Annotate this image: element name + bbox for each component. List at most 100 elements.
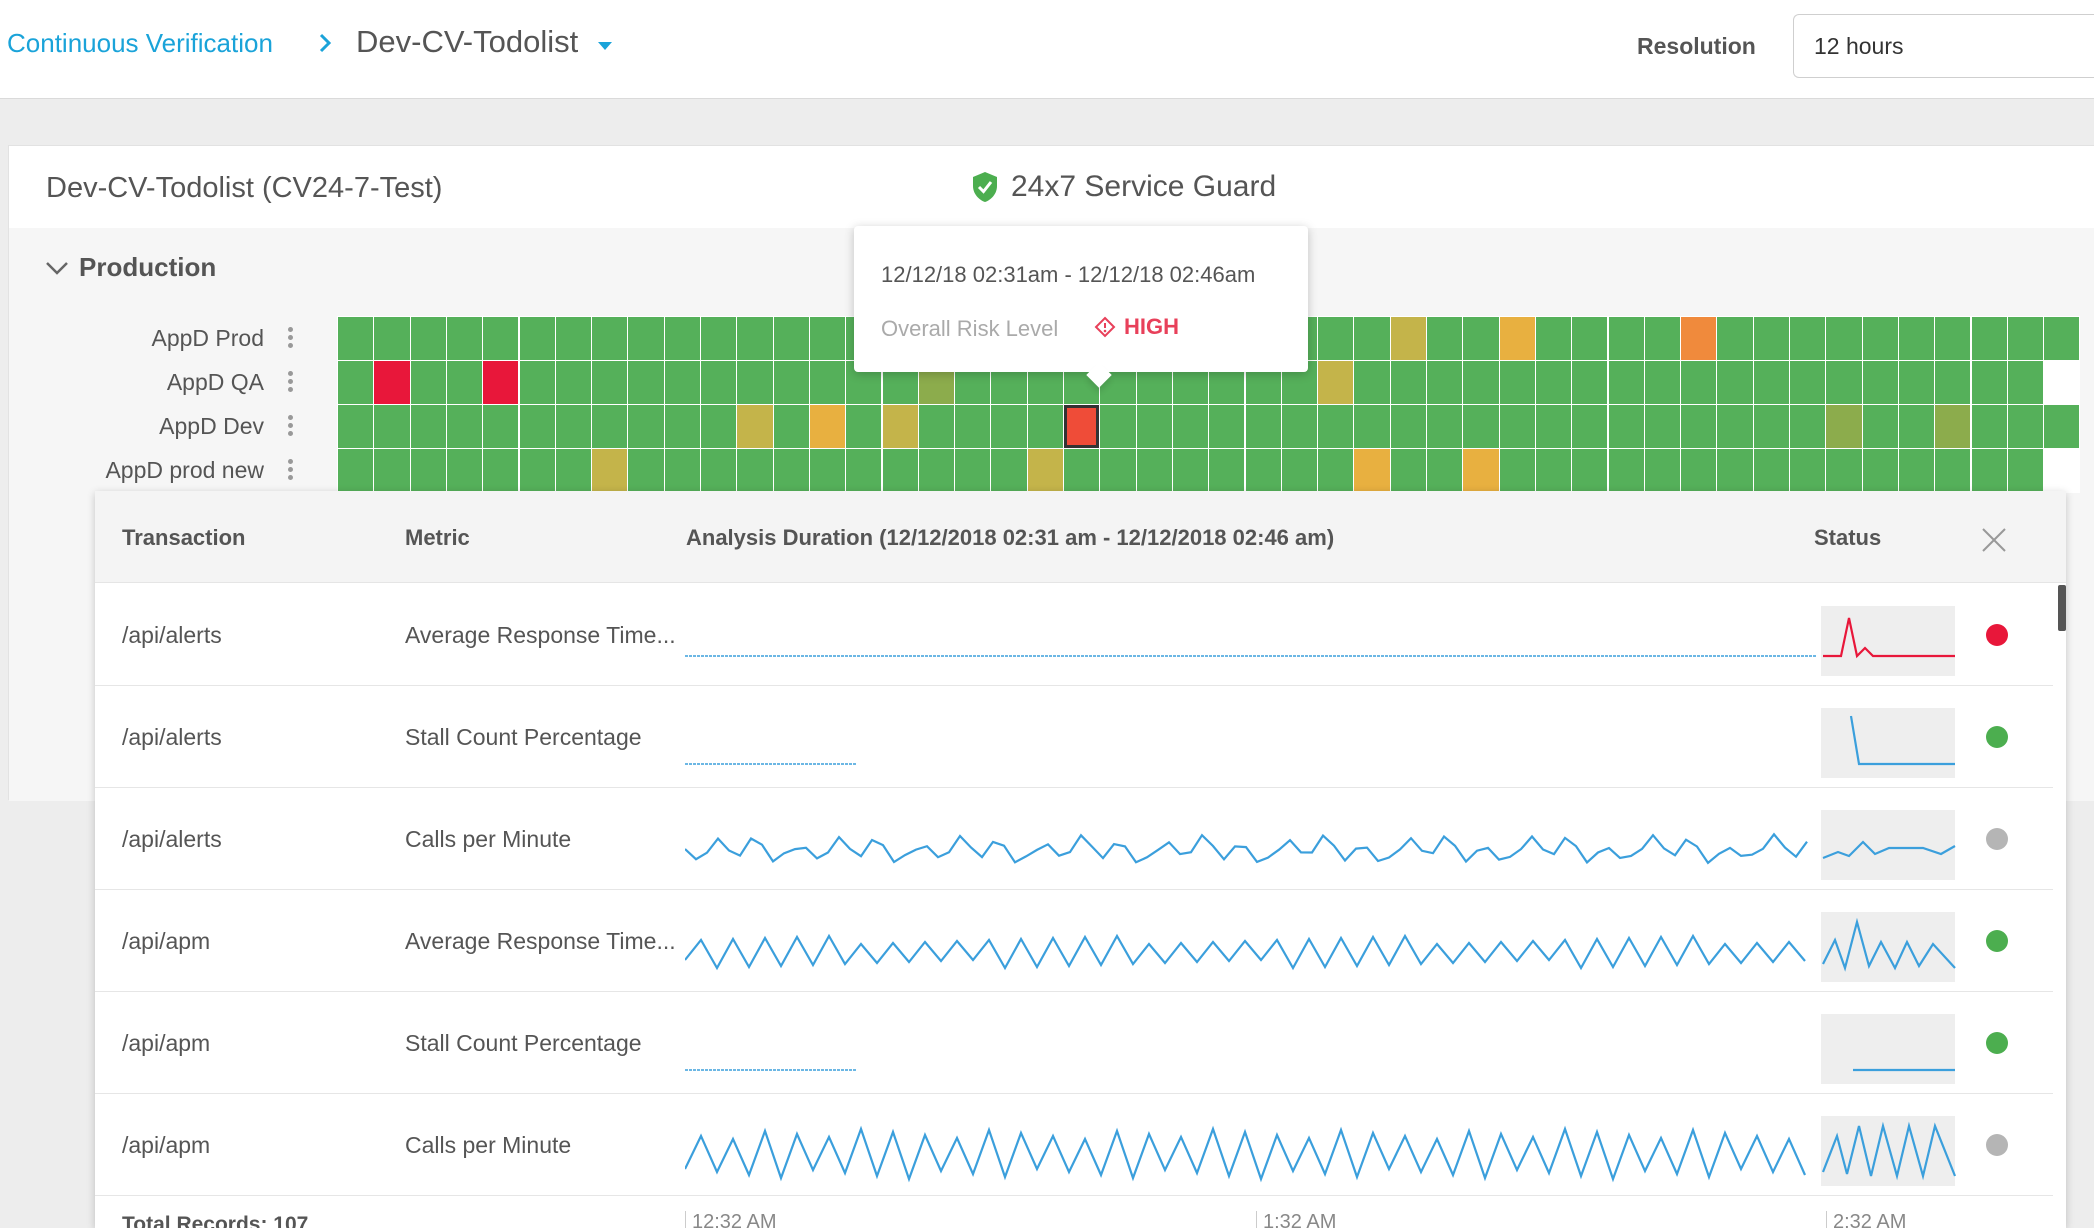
heatmap-cell[interactable] bbox=[1063, 404, 1101, 449]
heatmap-cell[interactable] bbox=[1897, 360, 1936, 405]
heatmap-cell[interactable] bbox=[954, 404, 992, 449]
heatmap-cell[interactable] bbox=[1643, 316, 1682, 361]
heatmap-cell[interactable] bbox=[373, 404, 411, 449]
heatmap-cell[interactable] bbox=[1789, 448, 1827, 493]
heatmap-cell[interactable] bbox=[2006, 316, 2045, 361]
heatmap-cell[interactable] bbox=[1970, 404, 2008, 449]
heatmap-cell[interactable] bbox=[409, 448, 447, 493]
heatmap-cell[interactable] bbox=[554, 448, 593, 493]
heatmap-cell[interactable] bbox=[1643, 404, 1682, 449]
heatmap-cell[interactable] bbox=[881, 448, 919, 493]
heatmap-cell[interactable] bbox=[627, 448, 665, 493]
heatmap-cell[interactable] bbox=[373, 316, 411, 361]
heatmap-cell[interactable] bbox=[1426, 448, 1464, 493]
heatmap-cell[interactable] bbox=[1389, 316, 1427, 361]
heatmap-cell[interactable] bbox=[554, 360, 593, 405]
heatmap-cell[interactable] bbox=[772, 404, 810, 449]
heatmap-cell[interactable] bbox=[1462, 360, 1500, 405]
heatmap-cell[interactable] bbox=[1389, 360, 1427, 405]
table-row[interactable]: /api/apm Calls per Minute bbox=[95, 1094, 2053, 1196]
heatmap-cell[interactable] bbox=[1426, 404, 1464, 449]
heatmap-cell[interactable] bbox=[482, 448, 520, 493]
heatmap-cell[interactable] bbox=[627, 316, 665, 361]
heatmap-cell[interactable] bbox=[990, 404, 1028, 449]
table-row[interactable]: /api/alerts Average Response Time... bbox=[95, 584, 2053, 686]
heatmap-cell[interactable] bbox=[1426, 316, 1464, 361]
heatmap-cell[interactable] bbox=[337, 360, 375, 405]
heatmap-cell[interactable] bbox=[1571, 404, 1609, 449]
heatmap-cell[interactable] bbox=[409, 360, 447, 405]
heatmap-cell[interactable] bbox=[1317, 316, 1355, 361]
heatmap-cell[interactable] bbox=[1897, 448, 1936, 493]
heatmap-cell[interactable] bbox=[1934, 360, 1972, 405]
resolution-select[interactable]: 12 hours bbox=[1793, 14, 2094, 78]
column-metric[interactable]: Metric bbox=[405, 525, 470, 550]
heatmap-cell[interactable] bbox=[1317, 404, 1355, 449]
heatmap-cell[interactable] bbox=[1317, 448, 1355, 493]
heatmap-cell[interactable] bbox=[1680, 360, 1718, 405]
heatmap-cell[interactable] bbox=[1825, 360, 1863, 405]
heatmap-cell[interactable] bbox=[591, 404, 629, 449]
heatmap-cell[interactable] bbox=[445, 360, 484, 405]
heatmap-cell[interactable] bbox=[990, 448, 1028, 493]
heatmap-cell[interactable] bbox=[1389, 404, 1427, 449]
column-status[interactable]: Status bbox=[1814, 525, 1882, 550]
heatmap-cell[interactable] bbox=[1498, 404, 1536, 449]
heatmap-cell[interactable] bbox=[337, 448, 375, 493]
heatmap-cell[interactable] bbox=[1607, 316, 1645, 361]
heatmap-cell[interactable] bbox=[663, 448, 701, 493]
heatmap-cell[interactable] bbox=[1752, 404, 1790, 449]
table-row[interactable]: /api/alerts Stall Count Percentage bbox=[95, 686, 2053, 788]
heatmap-cell[interactable] bbox=[1825, 404, 1863, 449]
heatmap-cell[interactable] bbox=[518, 360, 556, 405]
heatmap-cell[interactable] bbox=[373, 360, 411, 405]
table-row[interactable]: /api/alerts Calls per Minute bbox=[95, 788, 2053, 890]
heatmap-cell[interactable] bbox=[518, 448, 556, 493]
heatmap-cell[interactable] bbox=[2043, 448, 2081, 493]
heatmap-cell[interactable] bbox=[772, 448, 810, 493]
heatmap-cell[interactable] bbox=[700, 360, 738, 405]
heatmap-cell[interactable] bbox=[1825, 448, 1863, 493]
heatmap-cell[interactable] bbox=[1861, 404, 1899, 449]
heatmap-cell[interactable] bbox=[1171, 448, 1210, 493]
heatmap-cell[interactable] bbox=[518, 316, 556, 361]
heatmap-cell[interactable] bbox=[1389, 448, 1427, 493]
heatmap-cell[interactable] bbox=[554, 316, 593, 361]
heatmap-cell[interactable] bbox=[736, 404, 774, 449]
heatmap-cell[interactable] bbox=[1752, 316, 1790, 361]
heatmap-cell[interactable] bbox=[808, 360, 847, 405]
heatmap-cell[interactable] bbox=[1208, 448, 1246, 493]
heatmap-cell[interactable] bbox=[1353, 360, 1391, 405]
heatmap-cell[interactable] bbox=[627, 404, 665, 449]
heatmap-cell[interactable] bbox=[2043, 404, 2081, 449]
heatmap-cell[interactable] bbox=[1426, 360, 1464, 405]
heatmap-cell[interactable] bbox=[663, 404, 701, 449]
heatmap-cell[interactable] bbox=[1607, 360, 1645, 405]
heatmap-cell[interactable] bbox=[1970, 360, 2008, 405]
heatmap-cell[interactable] bbox=[663, 316, 701, 361]
heatmap-cell[interactable] bbox=[482, 316, 520, 361]
heatmap-cell[interactable] bbox=[917, 448, 956, 493]
heatmap-cell[interactable] bbox=[808, 404, 847, 449]
heatmap-cell[interactable] bbox=[409, 316, 447, 361]
heatmap-cell[interactable] bbox=[1353, 448, 1391, 493]
heatmap-cell[interactable] bbox=[1063, 448, 1101, 493]
heatmap-cell[interactable] bbox=[1208, 404, 1246, 449]
heatmap-cell[interactable] bbox=[1607, 404, 1645, 449]
heatmap-cell[interactable] bbox=[1571, 448, 1609, 493]
heatmap-cell[interactable] bbox=[1280, 404, 1319, 449]
heatmap-cell[interactable] bbox=[1970, 316, 2008, 361]
heatmap-cell[interactable] bbox=[1934, 316, 1972, 361]
heatmap-cell[interactable] bbox=[736, 448, 774, 493]
heatmap-cell[interactable] bbox=[1099, 448, 1137, 493]
scrollbar-thumb[interactable] bbox=[2058, 585, 2066, 631]
heatmap-cell[interactable] bbox=[1934, 404, 1972, 449]
heatmap-cell[interactable] bbox=[591, 360, 629, 405]
heatmap-cell[interactable] bbox=[1607, 448, 1645, 493]
heatmap-cell[interactable] bbox=[554, 404, 593, 449]
heatmap-cell[interactable] bbox=[409, 404, 447, 449]
heatmap-cell[interactable] bbox=[808, 448, 847, 493]
heatmap-cell[interactable] bbox=[772, 360, 810, 405]
heatmap-cell[interactable] bbox=[808, 316, 847, 361]
heatmap-cell[interactable] bbox=[1280, 448, 1319, 493]
